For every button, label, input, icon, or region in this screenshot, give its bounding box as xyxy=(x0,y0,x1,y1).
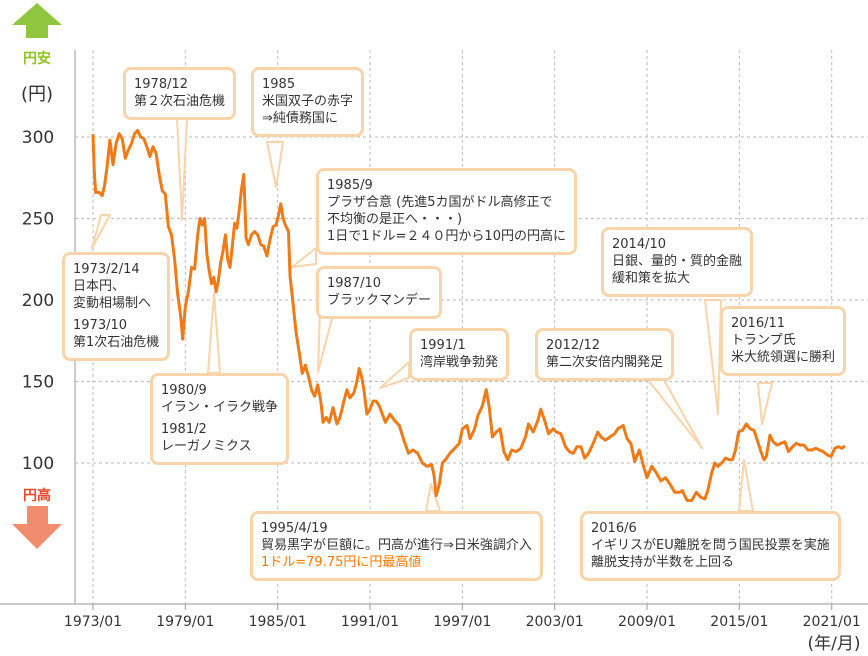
callout-text: プラザ合意 (先進5カ国がドル高修正で 不均衡の是正へ・・・) 1日で1ドル=２… xyxy=(327,195,566,244)
usd-jpy-series-line xyxy=(91,129,846,502)
callout-2014-boj-easing: 2014/10 日銀、量的・質的金融 緩和策を拡大 xyxy=(601,227,754,297)
callout-text: ブラックマンデー xyxy=(327,293,432,308)
callout-date: 1995/4/19 xyxy=(261,521,328,536)
callout-date: 1985 xyxy=(262,77,296,92)
callout-text: 第二次安倍内閣発足 xyxy=(546,355,664,370)
x-tick-label: 1997/01 xyxy=(433,614,491,630)
callout-1978-oil-crisis: 1978/12 第２次石油危機 xyxy=(123,67,237,120)
callout-highlight: 1ドル=79.75円に円最高値 xyxy=(261,555,422,570)
callout-date: 1985/9 xyxy=(327,178,373,193)
callout-pointer xyxy=(757,382,773,425)
x-tick-label: 2021/01 xyxy=(803,614,861,630)
yen-strong-arrow-icon xyxy=(12,506,62,549)
callout-text: 貿易黒字が巨額に。円高が進行⇒日米強調介入 xyxy=(261,538,532,553)
callout-pointer xyxy=(647,379,703,449)
callout-date: 2012/12 xyxy=(546,338,601,353)
callout-text: レーガノミクス xyxy=(161,439,252,454)
callout-date: 2016/6 xyxy=(591,521,637,536)
x-tick-labels: 1973/01 1979/01 1985/01 1991/01 1997/01 2003/… xyxy=(64,604,861,630)
callout-pointer xyxy=(207,292,221,374)
callout-date: 2016/11 xyxy=(731,316,786,331)
y-tick-label: 200 xyxy=(22,291,54,311)
callout-pointer xyxy=(379,361,410,389)
callout-pointer xyxy=(266,141,284,188)
callout-pointer xyxy=(91,214,111,249)
callout-text: 米国双子の赤字 ⇒純債務国に xyxy=(262,94,354,126)
callout-date: 1973/2/14 xyxy=(73,262,140,277)
x-tick-label: 1985/01 xyxy=(249,614,307,630)
y-tick-label: 250 xyxy=(22,210,54,230)
callout-1973-float: 1973/2/14 日本円、 変動相場制へ 1973/10 第1次石油危機 xyxy=(62,252,171,361)
callout-1991-gulf-war: 1991/1 湾岸戦争勃発 xyxy=(409,328,510,381)
callout-1987-black-monday: 1987/10 ブラックマンデー xyxy=(316,266,443,319)
x-tick-label: 1991/01 xyxy=(341,614,399,630)
y-tick-label: 300 xyxy=(22,128,54,148)
x-tick-label: 2003/01 xyxy=(526,614,584,630)
callout-1980-iran-iraq: 1980/9 イラン・イラク戦争 1981/2 レーガノミクス xyxy=(150,373,290,465)
callout-date: 1981/2 xyxy=(161,422,207,437)
callout-date: 1978/12 xyxy=(134,77,189,92)
callout-date: 1973/10 xyxy=(73,318,128,333)
x-tick-label: 2015/01 xyxy=(710,614,768,630)
x-tick-label: 2009/01 xyxy=(618,614,676,630)
callout-date: 1980/9 xyxy=(161,383,207,398)
x-tick-label: 1973/01 xyxy=(64,614,122,630)
callout-text: トランプ氏 米大統領選に勝利 xyxy=(731,333,836,365)
y-tick-label: 150 xyxy=(22,373,54,393)
callout-pointer xyxy=(176,118,188,221)
callout-pointer xyxy=(738,459,754,512)
callout-text: 第２次石油危機 xyxy=(134,94,226,109)
callout-2016-brexit: 2016/6 イギリスがEU離脱を問う国民投票を実施 離脱支持が半数を上回る xyxy=(580,511,841,581)
callout-text: イギリスがEU離脱を問う国民投票を実施 離脱支持が半数を上回る xyxy=(591,538,830,570)
yen-weak-label: 円安 xyxy=(23,50,51,67)
callout-date: 1991/1 xyxy=(420,338,466,353)
callout-date: 1987/10 xyxy=(327,276,382,291)
callout-pointer xyxy=(291,247,317,268)
callout-text: 日本円、 変動相場制へ xyxy=(73,279,152,311)
callout-pointer xyxy=(704,299,722,415)
callout-text: イラン・イラク戦争 xyxy=(161,400,279,415)
y-axis-label: (円) xyxy=(21,84,53,105)
yen-weak-arrow-icon xyxy=(12,3,62,38)
yen-strong-label: 円高 xyxy=(23,487,51,504)
callout-2016-trump: 2016/11 トランプ氏 米大統領選に勝利 xyxy=(720,306,847,376)
callout-text: 第1次石油危機 xyxy=(73,335,160,350)
callout-1995-record-high-yen: 1995/4/19 貿易黒字が巨額に。円高が進行⇒日米強調介入 1ドル=79.7… xyxy=(250,511,543,581)
x-axis-label: (年/月) xyxy=(808,634,861,654)
callout-text: 湾岸戦争勃発 xyxy=(420,355,499,370)
y-tick-label: 100 xyxy=(22,454,54,474)
callout-text: 日銀、量的・質的金融 緩和策を拡大 xyxy=(612,254,743,286)
callout-pointer xyxy=(317,310,335,373)
callout-1985-plaza-accord: 1985/9 プラザ合意 (先進5カ国がドル高修正で 不均衡の是正へ・・・) 1… xyxy=(316,168,577,255)
callout-1985-twin-deficit: 1985 米国双子の赤字 ⇒純債務国に xyxy=(251,67,365,137)
y-tick-labels: 100 150 200 250 300 xyxy=(22,128,54,474)
callout-date: 2014/10 xyxy=(612,237,667,252)
x-tick-label: 1979/01 xyxy=(156,614,214,630)
callout-2012-abe-cabinet: 2012/12 第二次安倍内閣発足 xyxy=(535,328,675,381)
